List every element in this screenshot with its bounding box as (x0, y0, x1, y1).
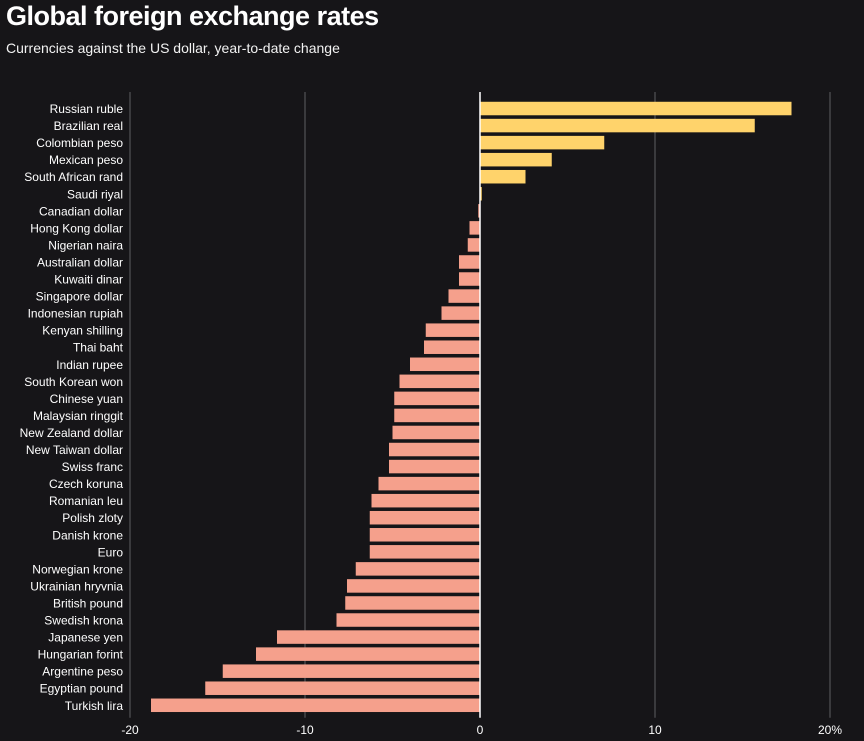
x-tick-label: 10 (648, 723, 662, 737)
category-label: Romanian leu (49, 494, 123, 508)
category-label: Indian rupee (56, 358, 123, 372)
bar-norwegian-krone (355, 562, 480, 576)
bar-south-korean-won (399, 374, 480, 389)
category-label: South Korean won (24, 375, 123, 389)
bar-egyptian-pound (205, 681, 480, 695)
bar-saudi-riyal (480, 187, 482, 201)
category-label: Malaysian ringgit (33, 409, 124, 423)
x-tick-label: 0 (477, 723, 484, 737)
bar-australian-dollar (459, 255, 480, 269)
category-label: Indonesian rupiah (28, 307, 123, 321)
category-label: Ukrainian hryvnia (30, 579, 123, 593)
category-label: Saudi riyal (67, 187, 123, 201)
category-label: Swiss franc (62, 460, 123, 474)
bar-ukrainian-hryvnia (347, 579, 480, 593)
category-label: Russian ruble (50, 102, 124, 116)
bar-south-african-rand (480, 169, 526, 184)
bar-malaysian-ringgit (394, 408, 480, 423)
category-label: Turkish lira (65, 699, 124, 713)
category-label: Polish zloty (62, 511, 123, 525)
bar-thai-baht (424, 340, 480, 354)
bar-swiss-franc (389, 459, 480, 474)
category-label: Nigerian naira (48, 238, 123, 252)
category-label: Czech koruna (49, 477, 123, 491)
x-axis-ticks: -20 -10 0 10 20% (121, 723, 842, 737)
bar-polish-zloty (369, 510, 480, 525)
category-label: Chinese yuan (50, 392, 123, 406)
bar-indian-rupee (410, 357, 480, 372)
category-label: Japanese yen (48, 631, 123, 645)
bar-danish-krone (369, 528, 480, 542)
category-label: Australian dollar (37, 255, 123, 269)
category-label: Colombian peso (36, 136, 123, 150)
category-label: Singapore dollar (36, 290, 123, 304)
x-tick-label: -10 (296, 723, 314, 737)
chart-title: Global foreign exchange rates (6, 1, 379, 31)
category-label: Thai baht (73, 341, 124, 355)
bar-czech-koruna (378, 476, 480, 491)
category-label: Hungarian forint (38, 648, 124, 662)
category-label: Canadian dollar (39, 204, 123, 218)
bar-swedish-krona (336, 613, 480, 627)
x-tick-label: 20% (818, 723, 842, 737)
bar-brazilian-real (480, 118, 755, 133)
bar-new-taiwan-dollar (389, 442, 480, 457)
category-label: Brazilian real (54, 119, 123, 133)
bar-mexican-peso (480, 152, 552, 167)
category-label: New Zealand dollar (20, 426, 123, 440)
bar-chinese-yuan (394, 391, 480, 406)
category-label: Kuwaiti dinar (54, 273, 123, 287)
x-tick-label: -20 (121, 723, 139, 737)
category-label: Kenyan shilling (42, 324, 123, 338)
bar-colombian-peso (480, 135, 605, 150)
bar-nigerian-naira (467, 238, 480, 252)
bars (151, 92, 792, 718)
bar-euro (369, 545, 480, 559)
category-label: New Taiwan dollar (26, 443, 123, 457)
category-label: South African rand (24, 170, 123, 184)
bar-hong-kong-dollar (469, 221, 480, 235)
bar-singapore-dollar (448, 289, 480, 303)
bar-russian-ruble (480, 101, 792, 116)
bar-turkish-lira (151, 698, 480, 713)
bar-indonesian-rupiah (441, 306, 480, 320)
category-label: Danish krone (52, 528, 123, 542)
bar-canadian-dollar (478, 204, 480, 218)
category-label: Egyptian pound (40, 682, 123, 696)
category-label: Argentine peso (42, 665, 123, 679)
bar-romanian-leu (371, 493, 480, 508)
bar-japanese-yen (277, 630, 480, 644)
category-label: British pound (53, 596, 123, 610)
chart-subtitle: Currencies against the US dollar, year-t… (6, 40, 340, 56)
category-label: Swedish krona (44, 614, 123, 628)
category-label: Hong Kong dollar (30, 221, 123, 235)
category-label: Norwegian krone (32, 562, 123, 576)
bar-new-zealand-dollar (392, 425, 480, 440)
bar-british-pound (345, 596, 480, 610)
bar-kenyan-shilling (425, 323, 480, 337)
bar-hungarian-forint (256, 647, 480, 661)
category-label: Mexican peso (49, 153, 123, 167)
category-label: Euro (98, 545, 124, 559)
bar-kuwaiti-dinar (459, 272, 480, 286)
grid-lines (129, 92, 831, 718)
bar-argentine-peso (222, 664, 480, 678)
category-labels: Russian ruble Brazilian real Colombian pes… (20, 102, 124, 713)
